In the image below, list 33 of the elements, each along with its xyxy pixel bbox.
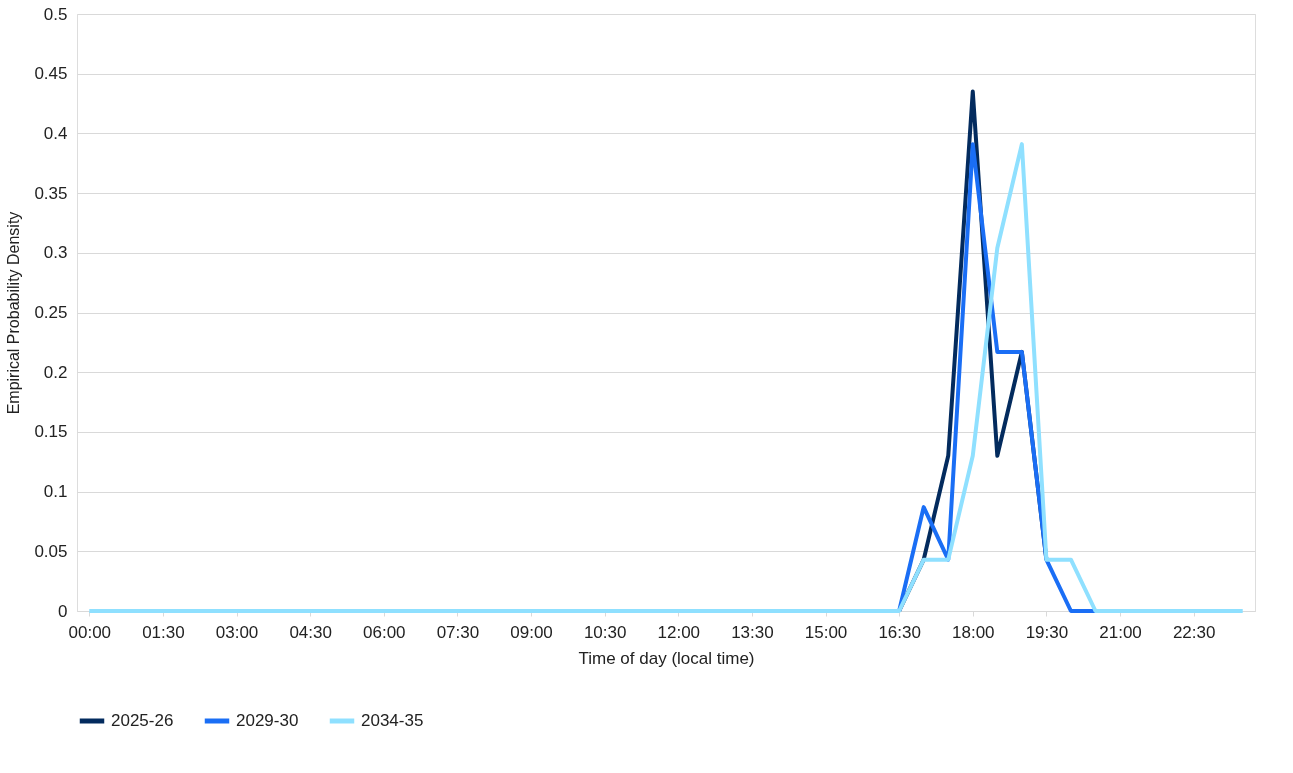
line-series [87, 142, 1245, 613]
x-tick-label: 16:30 [878, 622, 921, 642]
x-tick-label: 22:30 [1172, 622, 1216, 642]
legend-label: 2029-30 [236, 711, 299, 730]
x-tick-label: 13:30 [731, 622, 774, 642]
legend-label: 2025-26 [111, 711, 174, 730]
x-tick-label: 18:00 [952, 622, 995, 642]
x-tick-label: 01:30 [142, 622, 185, 642]
legend-label: 2034-35 [361, 711, 424, 730]
x-tick-label: 04:30 [289, 622, 332, 642]
y-tick-label: 0 [58, 601, 68, 621]
y-tick-label: 0.25 [34, 303, 68, 322]
y-tick-label: 0.35 [34, 183, 68, 203]
x-tick-label: 06:00 [363, 622, 406, 642]
y-tick-label: 0.5 [43, 4, 68, 24]
y-tick-label: 0.1 [43, 482, 68, 502]
y-tick-label: 0.4 [43, 123, 68, 143]
x-tick-label: 09:00 [510, 622, 553, 642]
y-tick-label: 0.2 [43, 362, 68, 382]
x-tick-label: 15:00 [804, 622, 848, 642]
x-tick-label: 03:00 [215, 622, 259, 642]
x-tick-label: 12:00 [657, 622, 701, 642]
y-axis-title: Empirical Probability Density [5, 211, 23, 415]
x-tick-label: 00:00 [68, 622, 112, 642]
x-tick-label: 21:00 [1099, 622, 1142, 642]
y-tick-label: 0.05 [34, 541, 68, 561]
y-tick-label: 0.45 [34, 64, 68, 84]
y-tick-label: 0.15 [34, 422, 68, 442]
x-axis-title: Time of day (local time) [578, 648, 755, 668]
y-tick-label: 0.3 [43, 243, 68, 263]
x-tick-label: 07:30 [436, 622, 480, 642]
x-tick-label: 10:30 [583, 622, 627, 642]
x-tick-label: 19:30 [1025, 622, 1069, 642]
